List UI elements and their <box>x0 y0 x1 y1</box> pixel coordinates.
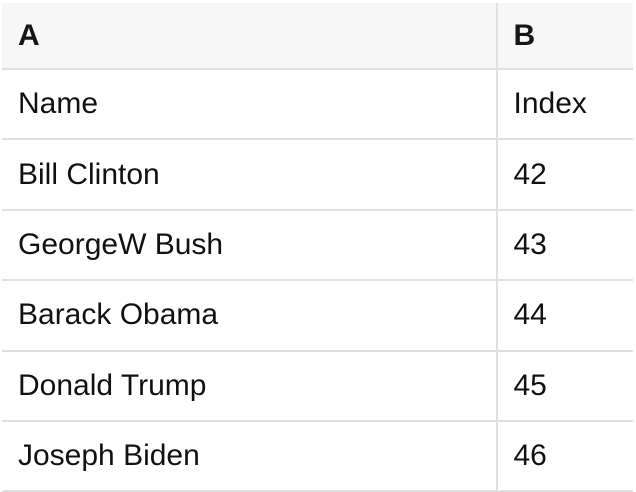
column-header-b[interactable]: B <box>513 18 536 52</box>
cell-a5[interactable]: Donald Trump <box>2 351 498 420</box>
column-header-a[interactable]: A <box>2 3 498 68</box>
cell-b1[interactable]: Index <box>513 87 587 121</box>
cell-a6[interactable]: Joseph Biden <box>2 421 498 491</box>
table-row: Name Index <box>2 70 633 141</box>
cell-b5[interactable]: 45 <box>513 368 547 402</box>
column-header-row: A B <box>2 3 633 70</box>
cell-b6[interactable]: 46 <box>513 439 547 473</box>
table-row: Barack Obama 44 <box>2 281 633 352</box>
cell-b2[interactable]: 42 <box>513 157 547 191</box>
table-row: Bill Clinton 42 <box>2 140 633 211</box>
cell-a2[interactable]: Bill Clinton <box>2 140 498 209</box>
table-row: Joseph Biden 46 <box>2 421 633 492</box>
table-row: GeorgeW Bush 43 <box>2 210 633 282</box>
cell-b4[interactable]: 44 <box>513 298 547 332</box>
cell-a1[interactable]: Name <box>2 70 498 139</box>
spreadsheet-table: A B Name Index Bill Clinton 42 GeorgeW B… <box>2 3 633 492</box>
table-row: Donald Trump 45 <box>2 351 633 422</box>
cell-a3[interactable]: GeorgeW Bush <box>2 210 498 280</box>
cell-b3[interactable]: 43 <box>513 227 547 261</box>
cell-a4[interactable]: Barack Obama <box>2 281 498 350</box>
